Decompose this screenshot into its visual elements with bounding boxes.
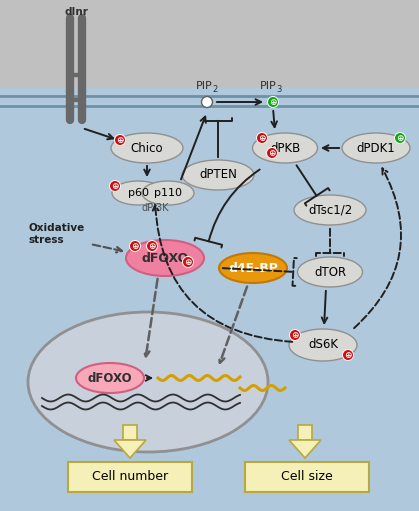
Text: p110: p110	[154, 188, 182, 198]
Text: ⊕: ⊕	[269, 98, 277, 107]
Bar	[123, 425, 137, 440]
Bar	[0, 88, 419, 511]
Ellipse shape	[111, 133, 183, 163]
Ellipse shape	[76, 363, 144, 393]
Circle shape	[266, 148, 277, 158]
Text: ⊕: ⊕	[344, 351, 352, 360]
Circle shape	[129, 241, 140, 251]
Ellipse shape	[28, 312, 268, 452]
Text: ⊕: ⊕	[396, 134, 404, 143]
Text: ⊕: ⊕	[268, 149, 276, 158]
Bar	[0, 0, 419, 88]
Text: dPDK1: dPDK1	[357, 142, 396, 154]
Text: dInr: dInr	[64, 7, 88, 17]
Text: ⊕: ⊕	[258, 134, 266, 143]
Text: ⊕: ⊕	[116, 136, 124, 145]
Polygon shape	[289, 440, 321, 458]
Circle shape	[202, 97, 212, 107]
Text: p60: p60	[127, 188, 148, 198]
Text: dFOXO: dFOXO	[141, 251, 189, 265]
Circle shape	[109, 180, 121, 192]
Text: PIP: PIP	[260, 81, 277, 91]
Text: ⊕: ⊕	[184, 258, 192, 267]
Ellipse shape	[126, 240, 204, 276]
Polygon shape	[114, 440, 146, 458]
Text: dPKB: dPKB	[270, 142, 300, 154]
Text: 3: 3	[276, 85, 282, 95]
FancyBboxPatch shape	[68, 462, 192, 492]
Circle shape	[114, 134, 126, 146]
Text: dPI3K: dPI3K	[141, 203, 169, 213]
Ellipse shape	[142, 181, 194, 205]
Ellipse shape	[297, 257, 362, 287]
Ellipse shape	[112, 181, 164, 205]
Text: ⊕: ⊕	[111, 182, 119, 191]
Text: ⊕: ⊕	[131, 242, 139, 251]
Text: Cell size: Cell size	[281, 471, 333, 483]
Circle shape	[342, 350, 354, 360]
Ellipse shape	[294, 195, 366, 225]
Text: dS6K: dS6K	[308, 338, 338, 352]
Text: d4E-BP: d4E-BP	[228, 262, 278, 274]
Text: dTsc1/2: dTsc1/2	[308, 203, 352, 217]
Ellipse shape	[253, 133, 318, 163]
Text: ⊕: ⊕	[291, 331, 299, 340]
Circle shape	[147, 241, 158, 251]
Bar	[298, 425, 312, 440]
Ellipse shape	[182, 160, 254, 190]
Text: Cell number: Cell number	[92, 471, 168, 483]
Circle shape	[290, 330, 300, 340]
Text: PIP: PIP	[196, 81, 212, 91]
Ellipse shape	[289, 329, 357, 361]
Text: 2: 2	[212, 85, 217, 95]
Text: stress: stress	[28, 235, 64, 245]
Text: ⊕: ⊕	[148, 242, 156, 251]
Circle shape	[395, 132, 406, 144]
Ellipse shape	[342, 133, 410, 163]
Text: Oxidative: Oxidative	[28, 223, 84, 233]
Circle shape	[183, 257, 194, 267]
Circle shape	[256, 132, 267, 144]
Text: dTOR: dTOR	[314, 266, 346, 278]
Circle shape	[267, 97, 279, 107]
FancyBboxPatch shape	[245, 462, 369, 492]
Text: dFOXO: dFOXO	[88, 371, 132, 384]
Text: dPTEN: dPTEN	[199, 169, 237, 181]
Ellipse shape	[219, 253, 287, 283]
Text: Chico: Chico	[131, 142, 163, 154]
